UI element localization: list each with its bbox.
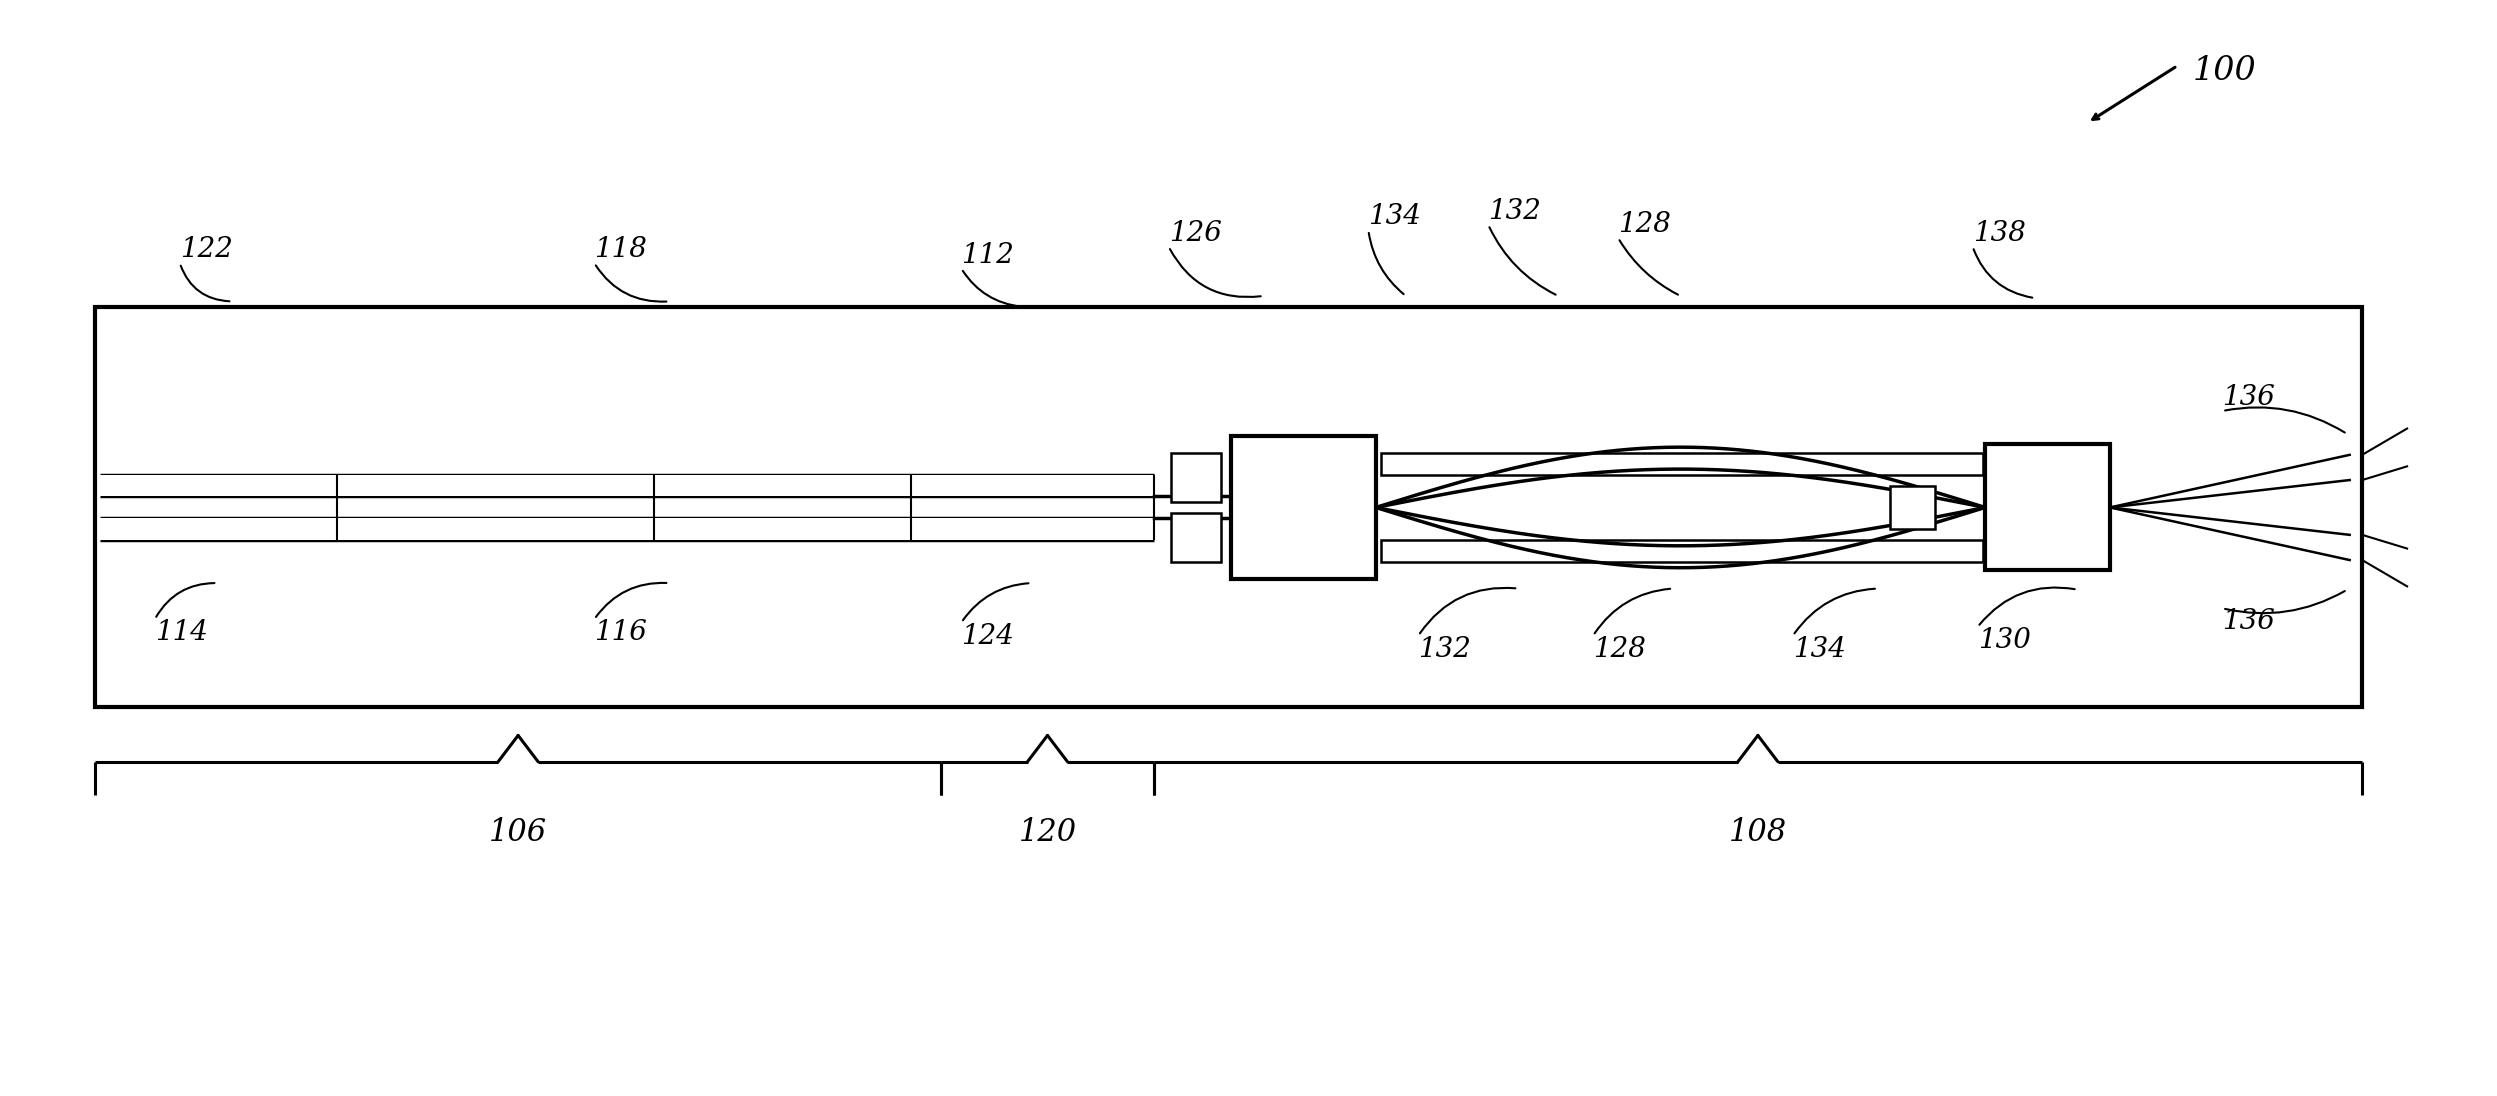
Bar (95, 307, 2362, 707)
Text: 124: 124 (961, 623, 1014, 650)
Text: 116: 116 (594, 619, 647, 647)
Text: 136: 136 (2222, 384, 2275, 411)
Text: 132: 132 (1418, 636, 1471, 663)
Text: 114: 114 (155, 619, 207, 647)
Text: 122: 122 (180, 236, 232, 263)
Bar (1231, 436, 1376, 579)
Bar (1890, 486, 1935, 529)
Text: 128: 128 (1618, 210, 1670, 238)
Text: 128: 128 (1593, 636, 1646, 663)
Bar (337, 518, 654, 540)
Bar (100, 518, 337, 540)
Text: 132: 132 (1488, 197, 1541, 225)
Bar (911, 475, 1154, 496)
Text: 136: 136 (2222, 608, 2275, 636)
Text: 106: 106 (489, 817, 547, 847)
Bar (1985, 445, 2110, 570)
Bar (654, 518, 911, 540)
Text: 126: 126 (1169, 219, 1221, 247)
Bar (911, 518, 1154, 540)
Text: 134: 134 (1368, 203, 1421, 230)
Bar (1171, 453, 1221, 502)
Text: 108: 108 (1728, 817, 1788, 847)
Bar (1171, 513, 1221, 562)
Text: 118: 118 (594, 236, 647, 263)
Bar (337, 475, 654, 496)
Bar (654, 475, 911, 496)
Text: 120: 120 (1019, 817, 1076, 847)
Text: 134: 134 (1793, 636, 1845, 663)
Text: 112: 112 (961, 241, 1014, 269)
Text: 100: 100 (2192, 55, 2257, 87)
Bar (100, 475, 337, 496)
Text: 138: 138 (1973, 219, 2025, 247)
Bar (1381, 540, 1983, 562)
Bar (1381, 453, 1983, 475)
Text: 130: 130 (1978, 627, 2030, 654)
